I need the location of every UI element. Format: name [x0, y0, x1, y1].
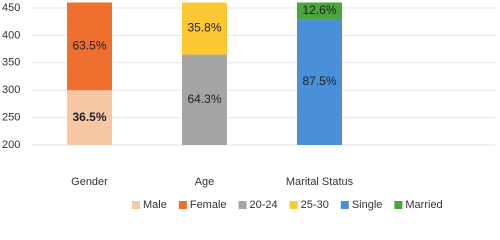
segment-label: 12.6% — [302, 3, 336, 17]
legend-label: 20-24 — [250, 199, 278, 211]
y-tick-label: 350 — [2, 57, 20, 69]
legend-label: Married — [405, 199, 442, 211]
legend-swatch — [132, 201, 140, 209]
bar-segment — [67, 90, 112, 145]
legend-swatch — [238, 201, 247, 209]
x-tick-label: Age — [195, 176, 215, 188]
legend-label: Male — [143, 199, 167, 211]
y-tick-label: 400 — [2, 29, 20, 41]
y-tick-label: 450 — [2, 2, 20, 14]
bar-segment — [67, 2, 112, 91]
legend-swatch — [289, 201, 298, 209]
legend-swatch — [394, 201, 403, 209]
x-tick-label: Marital Status — [286, 176, 354, 188]
segment-label: 35.8% — [187, 21, 221, 35]
legend-label: Single — [352, 199, 383, 211]
segment-label: 63.5% — [72, 39, 106, 53]
bar-segment — [182, 54, 227, 145]
y-tick-label: 300 — [2, 84, 20, 96]
legend-label: Female — [190, 199, 227, 211]
y-tick-label: 200 — [2, 139, 20, 151]
bar-segment — [297, 18, 342, 146]
segment-label: 64.3% — [187, 92, 221, 106]
legend-swatch — [340, 201, 349, 209]
segment-label: 36.5% — [72, 110, 106, 124]
x-tick-label: Gender — [71, 176, 108, 188]
chart: 200 250 300 350 400 450 Gender 36.5% 63.5% Age 64.… — [2, 2, 495, 211]
legend-label: 25-30 — [301, 199, 329, 211]
bar-segment — [182, 2, 227, 55]
segment-label: 87.5% — [302, 74, 336, 88]
y-tick-label: 250 — [2, 112, 20, 124]
bar-segment — [297, 2, 342, 19]
legend-swatch — [178, 201, 187, 209]
